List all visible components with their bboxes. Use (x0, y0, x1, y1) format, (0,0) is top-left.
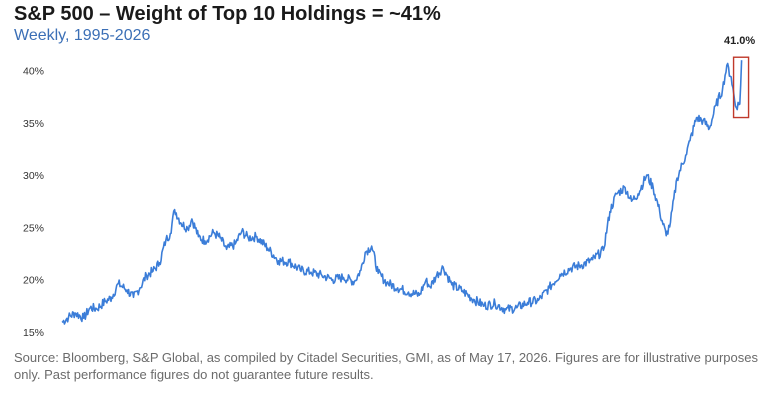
chart-title: S&P 500 – Weight of Top 10 Holdings = ~4… (14, 3, 441, 25)
y-tick-label: 30% (23, 170, 44, 182)
chart: 15% 20% 25% 30% 35% 40% 1996 2000 2004 2008 2012 2… (23, 35, 755, 345)
series-line (61, 60, 743, 325)
x-tick-label: 1996 (72, 343, 96, 345)
x-tick-label: 2000 (159, 343, 183, 345)
x-tick-label: 2008 (332, 343, 356, 345)
y-axis: 15% 20% 25% 30% 35% 40% (23, 66, 44, 339)
x-axis: 1996 2000 2004 2008 2012 2016 2020 2024 (72, 343, 702, 345)
x-tick-label: 2020 (592, 343, 616, 345)
latest-value-label: 41.0% (724, 35, 755, 47)
x-tick-label: 2016 (505, 343, 529, 345)
annotations: 41.0% (724, 35, 755, 119)
y-tick-label: 35% (23, 118, 44, 130)
x-tick-label: 2024 (678, 343, 702, 345)
chart-subtitle: Weekly, 1995-2026 (14, 27, 151, 44)
highlight-box (732, 56, 750, 119)
y-tick-label: 40% (23, 66, 44, 78)
y-tick-label: 25% (23, 222, 44, 234)
x-tick-label: 2004 (245, 343, 269, 345)
source-note: Source: Bloomberg, S&P Global, as compil… (14, 350, 758, 382)
y-tick-label: 20% (23, 275, 44, 287)
plot-area (61, 60, 743, 325)
x-tick-label: 2012 (418, 343, 442, 345)
y-tick-label: 15% (23, 327, 44, 339)
